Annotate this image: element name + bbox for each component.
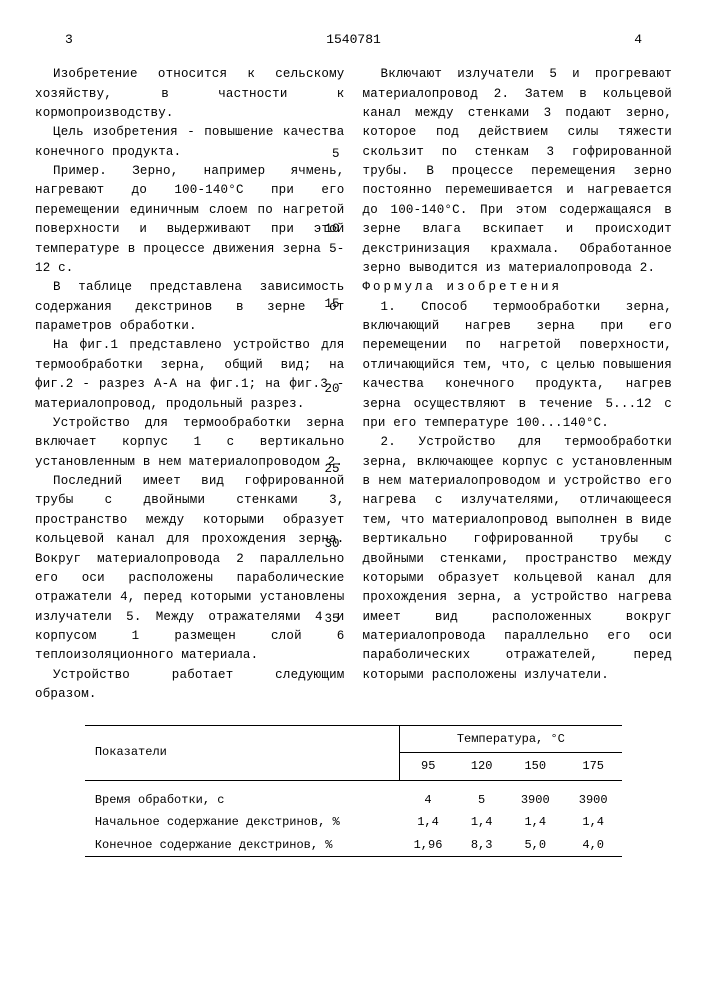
table-row: Конечное содержание декстринов, % 1,96 8… <box>85 834 622 857</box>
paragraph: Пример. Зерно, например ячмень, нагреваю… <box>35 162 345 278</box>
paragraph: Устройство работает следующим образом. <box>35 666 345 705</box>
paragraph: Изобретение относится к сельскому хозяйс… <box>35 65 345 123</box>
data-table-container: Показатели Температура, °С 95 120 150 17… <box>35 725 672 858</box>
line-number: 20 <box>324 380 339 399</box>
table-cell: 175 <box>564 753 622 781</box>
line-number: 25 <box>324 460 339 479</box>
table-header: Температура, °С <box>399 725 622 753</box>
paragraph: Последний имеет вид гофрированной трубы … <box>35 472 345 666</box>
table-cell: 4,0 <box>564 834 622 857</box>
table-row: Время обработки, с 4 5 3900 3900 <box>85 789 622 812</box>
table-cell: 1,4 <box>564 811 622 834</box>
table-spacer-row <box>85 780 622 789</box>
table-header: Показатели <box>85 725 399 780</box>
table-cell: 1,4 <box>399 811 457 834</box>
document-number: 1540781 <box>73 30 634 50</box>
table-header-row: Показатели Температура, °С <box>85 725 622 753</box>
table-cell: 1,4 <box>457 811 506 834</box>
table-cell: Начальное содержание декстринов, % <box>85 811 399 834</box>
text-columns: Изобретение относится к сельскому хозяйс… <box>35 65 672 704</box>
paragraph: 1. Способ термообработки зерна, включающ… <box>363 298 673 434</box>
paragraph: На фиг.1 представлено устройство для тер… <box>35 336 345 414</box>
line-number: 15 <box>324 295 339 314</box>
paragraph: Устройство для термообработки зерна вклю… <box>35 414 345 472</box>
line-number: 35 <box>324 610 339 629</box>
table-cell: 5,0 <box>506 834 564 857</box>
table-cell: Конечное содержание декстринов, % <box>85 834 399 857</box>
left-column: Изобретение относится к сельскому хозяйс… <box>35 65 345 704</box>
paragraph: Включают излучатели 5 и прогревают матер… <box>363 65 673 278</box>
page-number-left: 3 <box>65 30 73 50</box>
table-cell: 5 <box>457 789 506 812</box>
table-cell: 3900 <box>564 789 622 812</box>
line-number: 5 <box>332 145 340 164</box>
formula-title: Формула изобретения <box>363 278 673 297</box>
table-cell: 3900 <box>506 789 564 812</box>
table-cell: 1,96 <box>399 834 457 857</box>
table-cell: 95 <box>399 753 457 781</box>
right-column: Включают излучатели 5 и прогревают матер… <box>363 65 673 704</box>
page-header: 3 1540781 4 <box>35 30 672 50</box>
table-cell: 4 <box>399 789 457 812</box>
page-number-right: 4 <box>634 30 642 50</box>
table-cell: 150 <box>506 753 564 781</box>
data-table: Показатели Температура, °С 95 120 150 17… <box>85 725 622 858</box>
paragraph: Цель изобретения - повышение качества ко… <box>35 123 345 162</box>
line-number: 10 <box>324 220 339 239</box>
table-cell: Время обработки, с <box>85 789 399 812</box>
paragraph: 2. Устройство для термообработки зерна, … <box>363 433 673 685</box>
line-number: 30 <box>324 535 339 554</box>
table-cell: 8,3 <box>457 834 506 857</box>
table-cell: 1,4 <box>506 811 564 834</box>
table-row: Начальное содержание декстринов, % 1,4 1… <box>85 811 622 834</box>
table-cell: 120 <box>457 753 506 781</box>
paragraph: В таблице представлена зависимость содер… <box>35 278 345 336</box>
